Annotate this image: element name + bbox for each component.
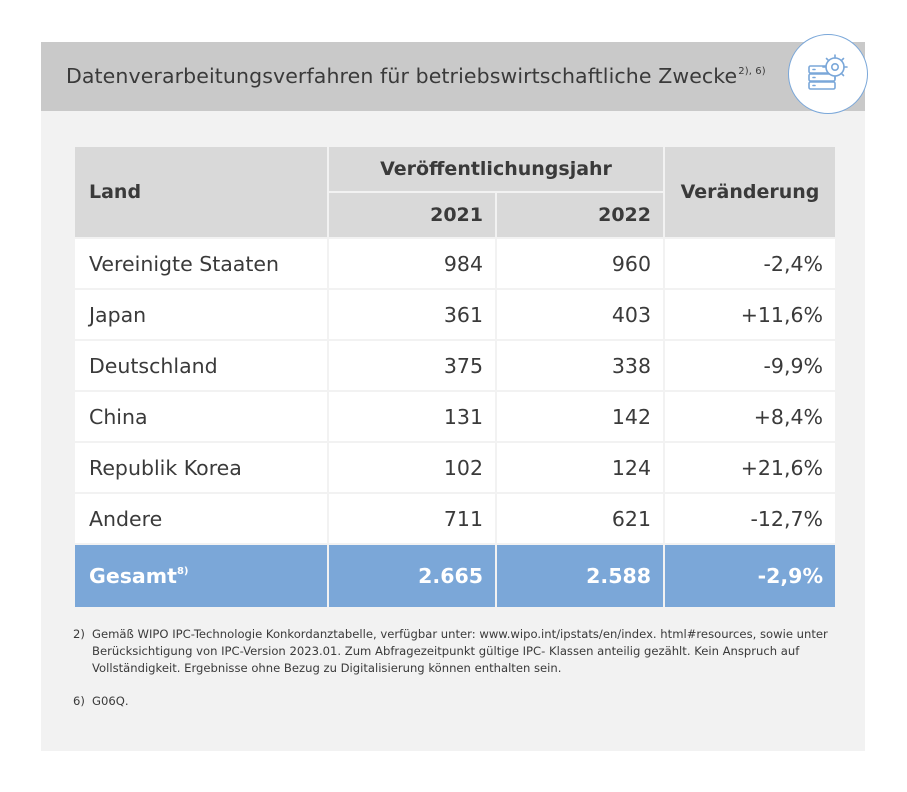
- cell-2022: 960: [496, 238, 664, 289]
- footnote-text: G06Q.: [92, 693, 843, 710]
- cell-2022: 621: [496, 493, 664, 544]
- cell-total-label: Gesamt8): [74, 544, 328, 608]
- cell-2022: 338: [496, 340, 664, 391]
- col-header-year-group: Veröffentlichungsjahr: [328, 146, 664, 192]
- cell-2022: 124: [496, 442, 664, 493]
- cell-land: Deutschland: [74, 340, 328, 391]
- cell-2021: 361: [328, 289, 496, 340]
- footnotes: 2) Gemäß WIPO IPC-Technologie Konkordanz…: [73, 626, 843, 710]
- cell-change: +21,6%: [664, 442, 836, 493]
- footnote: 2) Gemäß WIPO IPC-Technologie Konkordanz…: [73, 626, 843, 677]
- cell-2021: 375: [328, 340, 496, 391]
- cell-change: -2,4%: [664, 238, 836, 289]
- title-text: Datenverarbeitungsverfahren für betriebs…: [66, 64, 737, 88]
- table-row: China 131 142 +8,4%: [74, 391, 836, 442]
- cell-change: +11,6%: [664, 289, 836, 340]
- total-footnote-ref: 8): [177, 566, 189, 577]
- col-header-2022: 2022: [496, 192, 664, 238]
- col-header-change: Veränderung: [664, 146, 836, 238]
- footnote: 6) G06Q.: [73, 693, 843, 710]
- table-card: Datenverarbeitungsverfahren für betriebs…: [41, 42, 865, 751]
- table-row: Republik Korea 102 124 +21,6%: [74, 442, 836, 493]
- card-header: Datenverarbeitungsverfahren für betriebs…: [41, 42, 865, 111]
- cell-2021: 984: [328, 238, 496, 289]
- footnote-text: Gemäß WIPO IPC-Technologie Konkordanztab…: [92, 626, 843, 677]
- total-label: Gesamt: [89, 564, 177, 588]
- server-gear-icon: [788, 34, 868, 114]
- footnote-number: 2): [73, 626, 92, 677]
- cell-total-2021: 2.665: [328, 544, 496, 608]
- cell-2022: 403: [496, 289, 664, 340]
- cell-land: China: [74, 391, 328, 442]
- total-row: Gesamt8) 2.665 2.588 -2,9%: [74, 544, 836, 608]
- cell-change: +8,4%: [664, 391, 836, 442]
- cell-land: Republik Korea: [74, 442, 328, 493]
- cell-land: Andere: [74, 493, 328, 544]
- cell-2022: 142: [496, 391, 664, 442]
- table-row: Vereinigte Staaten 984 960 -2,4%: [74, 238, 836, 289]
- cell-land: Japan: [74, 289, 328, 340]
- cell-2021: 131: [328, 391, 496, 442]
- cell-land: Vereinigte Staaten: [74, 238, 328, 289]
- footnote-number: 6): [73, 693, 92, 710]
- cell-2021: 711: [328, 493, 496, 544]
- country-table: Land Veröffentlichungsjahr Veränderung 2…: [73, 145, 837, 609]
- cell-2021: 102: [328, 442, 496, 493]
- page-title: Datenverarbeitungsverfahren für betriebs…: [66, 64, 766, 88]
- table-row: Deutschland 375 338 -9,9%: [74, 340, 836, 391]
- cell-total-2022: 2.588: [496, 544, 664, 608]
- col-header-2021: 2021: [328, 192, 496, 238]
- title-footnote-refs: 2), 6): [738, 66, 766, 77]
- table-row: Andere 711 621 -12,7%: [74, 493, 836, 544]
- table-row: Japan 361 403 +11,6%: [74, 289, 836, 340]
- col-header-land: Land: [74, 146, 328, 238]
- cell-change: -9,9%: [664, 340, 836, 391]
- cell-total-change: -2,9%: [664, 544, 836, 608]
- cell-change: -12,7%: [664, 493, 836, 544]
